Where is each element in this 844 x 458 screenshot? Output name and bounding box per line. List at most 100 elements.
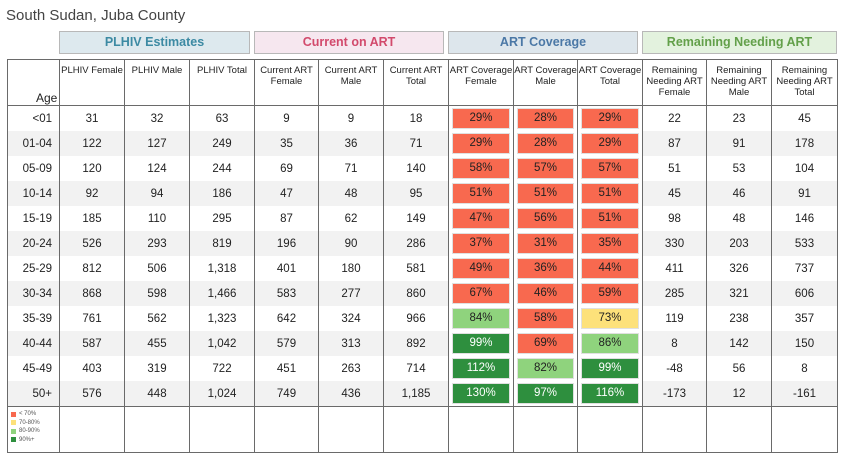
table-cell: 761: [59, 306, 125, 331]
table-cell: 892: [383, 331, 449, 356]
table-cell: 8: [642, 331, 707, 356]
coverage-value: 57%: [517, 158, 574, 179]
coverage-value: 86%: [581, 333, 639, 354]
column-header: PLHIV Female: [59, 59, 125, 106]
table-cell: 95: [383, 181, 449, 206]
table-row: 30-34 868 598 1,466 583 277 860 67% 46% 59% 285 321…: [7, 281, 838, 306]
coverage-cell: 82%: [513, 356, 578, 381]
age-label: <01: [7, 105, 60, 131]
table-cell: 150: [771, 331, 838, 356]
table-cell: 46: [706, 181, 772, 206]
coverage-value: 29%: [581, 133, 639, 154]
coverage-value: 29%: [452, 108, 510, 129]
table-cell: 8: [771, 356, 838, 381]
coverage-value: 130%: [452, 383, 510, 404]
coverage-cell: 84%: [448, 306, 514, 331]
table-cell: 714: [383, 356, 449, 381]
table-cell: 122: [59, 131, 125, 156]
table-cell: 9: [318, 105, 384, 131]
coverage-value: 59%: [581, 283, 639, 304]
table-cell: 401: [254, 256, 319, 281]
age-label: 50+: [7, 381, 60, 407]
coverage-cell: 116%: [577, 381, 643, 407]
table-cell: 69: [254, 156, 319, 181]
coverage-value: 82%: [517, 358, 574, 379]
coverage-cell: 99%: [577, 356, 643, 381]
coverage-cell: 58%: [448, 156, 514, 181]
coverage-value: 97%: [517, 383, 574, 404]
empty-cell: [771, 406, 838, 453]
table-cell: 451: [254, 356, 319, 381]
table-cell: 146: [771, 206, 838, 231]
empty-cell: [383, 406, 449, 453]
table-cell: -173: [642, 381, 707, 407]
coverage-cell: 97%: [513, 381, 578, 407]
coverage-cell: 59%: [577, 281, 643, 306]
table-cell: 1,185: [383, 381, 449, 407]
coverage-value: 35%: [581, 233, 639, 254]
coverage-value: 58%: [517, 308, 574, 329]
legend-cell: < 70% 70-80% 80-90% 90%+: [7, 406, 60, 453]
coverage-cell: 57%: [577, 156, 643, 181]
age-label: 25-29: [7, 256, 60, 281]
empty-cell: [254, 406, 319, 453]
table-cell: 812: [59, 256, 125, 281]
table-cell: 186: [189, 181, 255, 206]
table-cell: 1,024: [189, 381, 255, 407]
coverage-value: 57%: [581, 158, 639, 179]
table-row: 25-29 812 506 1,318 401 180 581 49% 36% 44% 411 326…: [7, 256, 838, 281]
coverage-cell: 51%: [513, 181, 578, 206]
table-cell: 185: [59, 206, 125, 231]
table-cell: 562: [124, 306, 190, 331]
table-cell: 53: [706, 156, 772, 181]
table-cell: 203: [706, 231, 772, 256]
table-cell: 90: [318, 231, 384, 256]
coverage-cell: 69%: [513, 331, 578, 356]
legend-swatch: [11, 428, 16, 434]
legend-item: 70-80%: [11, 419, 59, 428]
table-cell: 22: [642, 105, 707, 131]
table-row: 20-24 526 293 819 196 90 286 37% 31% 35% 330 203 533: [7, 231, 838, 256]
table-cell: 587: [59, 331, 125, 356]
coverage-value: 37%: [452, 233, 510, 254]
table-row: 50+ 576 448 1,024 749 436 1,185 130% 97% 116% -173…: [7, 381, 838, 407]
coverage-value: 51%: [581, 183, 639, 204]
table-cell: 71: [318, 156, 384, 181]
coverage-cell: 51%: [577, 206, 643, 231]
empty-cell: [642, 406, 707, 453]
table-cell: 56: [706, 356, 772, 381]
table-row: 45-49 403 319 722 451 263 714 112% 82% 99% -48 56 8: [7, 356, 838, 381]
table-cell: 324: [318, 306, 384, 331]
table-cell: 606: [771, 281, 838, 306]
coverage-cell: 46%: [513, 281, 578, 306]
coverage-value: 56%: [517, 208, 574, 229]
coverage-cell: 73%: [577, 306, 643, 331]
table-cell: 238: [706, 306, 772, 331]
table-cell: 526: [59, 231, 125, 256]
table-cell: 448: [124, 381, 190, 407]
table-cell: 455: [124, 331, 190, 356]
table-cell: 127: [124, 131, 190, 156]
coverage-cell: 44%: [577, 256, 643, 281]
coverage-value: 51%: [517, 183, 574, 204]
table-cell: 18: [383, 105, 449, 131]
table-cell: 149: [383, 206, 449, 231]
table-cell: 579: [254, 331, 319, 356]
group-header-plhiv: PLHIV Estimates: [59, 31, 250, 54]
table-cell: 87: [254, 206, 319, 231]
legend-label: 90%+: [19, 436, 35, 443]
table-cell: 12: [706, 381, 772, 407]
coverage-cell: 86%: [577, 331, 643, 356]
coverage-cell: 29%: [577, 105, 643, 131]
age-label: 15-19: [7, 206, 60, 231]
table-cell: 357: [771, 306, 838, 331]
table-cell: 94: [124, 181, 190, 206]
coverage-value: 29%: [581, 108, 639, 129]
empty-cell: [706, 406, 772, 453]
group-header-remaining: Remaining Needing ART: [642, 31, 837, 54]
coverage-cell: 58%: [513, 306, 578, 331]
table-cell: 244: [189, 156, 255, 181]
column-header: PLHIV Male: [124, 59, 190, 106]
table-row: <01 31 32 63 9 9 18 29% 28% 29% 22 23 45: [7, 105, 838, 131]
table-cell: 868: [59, 281, 125, 306]
